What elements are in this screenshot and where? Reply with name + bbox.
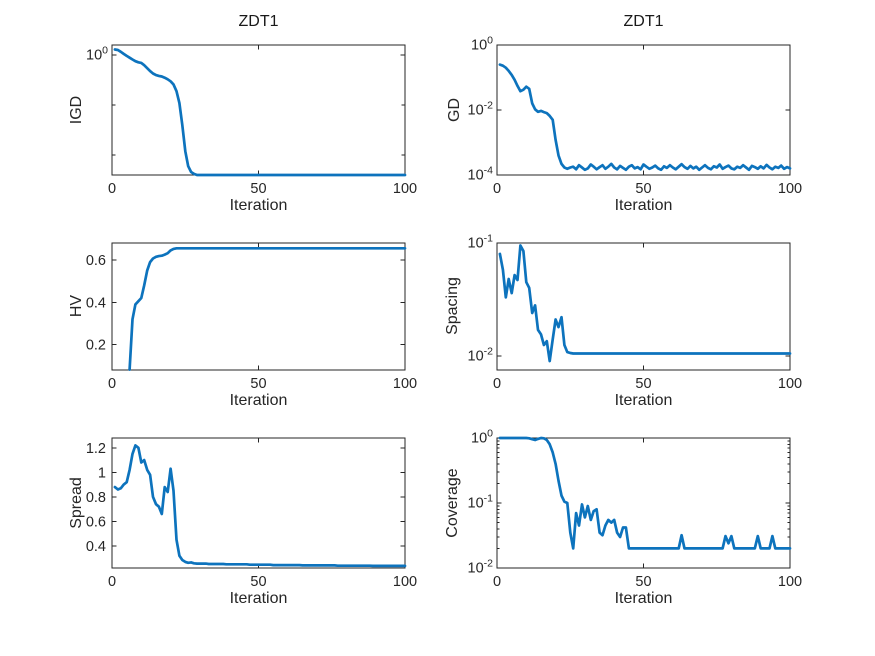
gd-x-tick-label: 50: [635, 181, 651, 197]
igd-x-tick-label: 50: [250, 181, 266, 197]
spread-y-tick-label: 0.8: [86, 490, 106, 506]
ylabel-hv: HV: [68, 294, 85, 318]
spacing-y-tick-label: 10-2: [468, 345, 494, 364]
spacing-x-tick-label: 50: [635, 376, 651, 392]
igd-axis-box: [111, 44, 406, 176]
gd-y-tick-label: 10-4: [468, 165, 494, 184]
gd-y-tick-label: 100: [471, 35, 493, 54]
igd-x-tick-label: 0: [108, 181, 116, 197]
xlabel-gd: Iteration: [614, 197, 673, 214]
spacing-y-tick-label: 10-1: [468, 233, 494, 252]
hv-x-tick-label: 100: [393, 376, 417, 392]
ylabel-spacing: Spacing: [444, 277, 461, 335]
igd-x-tick-label: 100: [393, 181, 417, 197]
igd-y-tick-label: 100: [86, 45, 108, 64]
spread-y-tick-label: 0.6: [86, 514, 106, 530]
coverage-series-line: [498, 436, 792, 550]
ylabel-igd: IGD: [68, 95, 85, 125]
coverage-y-tick-label: 100: [471, 428, 493, 447]
spread-x-tick-label: 0: [108, 574, 116, 590]
coverage-x-tick-label: 50: [635, 574, 651, 590]
hv-y-tick-label: 0.2: [86, 338, 106, 354]
gd-y-tick-label: 10-2: [468, 100, 494, 119]
spread-y-tick-label: 1: [98, 465, 106, 481]
hv-y-tick-label: 0.6: [86, 253, 106, 269]
xlabel-hv: Iteration: [229, 392, 288, 409]
coverage-y-tick-label: 10-2: [468, 558, 494, 577]
coverage-y-tick-label: 10-1: [468, 493, 494, 512]
subplot-coverage: 0 50 100 100 10-1 10-2: [468, 428, 803, 591]
spacing-series-line: [498, 244, 792, 363]
subplot-igd: 0 50 100 100: [86, 44, 417, 197]
coverage-x-tick-label: 0: [493, 574, 501, 590]
spread-series-line: [113, 444, 407, 568]
ylabel-spread: Spread: [68, 477, 85, 529]
spacing-x-tick-label: 100: [778, 376, 802, 392]
ylabel-gd: GD: [446, 98, 463, 122]
subplot-spacing: 0 50 100 10-1 10-2: [468, 233, 803, 393]
subplot-title-right: ZDT1: [623, 13, 664, 30]
hv-axis-box: [111, 242, 406, 371]
hv-x-tick-label: 0: [108, 376, 116, 392]
hv-x-tick-label: 50: [250, 376, 266, 392]
xlabel-spread: Iteration: [229, 590, 288, 607]
ylabel-coverage: Coverage: [444, 468, 461, 538]
spacing-x-tick-label: 0: [493, 376, 501, 392]
coverage-x-tick-label: 100: [778, 574, 802, 590]
subplot-title-left: ZDT1: [238, 13, 279, 30]
xlabel-spacing: Iteration: [614, 392, 673, 409]
spread-x-tick-label: 100: [393, 574, 417, 590]
xlabel-igd: Iteration: [229, 197, 288, 214]
spread-y-tick-label: 0.4: [86, 539, 106, 555]
gd-x-tick-label: 100: [778, 181, 802, 197]
hv-y-tick-label: 0.4: [86, 295, 106, 311]
gd-series-line: [498, 63, 792, 172]
hv-series-line: [128, 246, 407, 371]
gd-x-tick-label: 0: [493, 181, 501, 197]
spread-y-tick-label: 1.2: [86, 441, 106, 457]
subplot-hv: 0 50 100 0.6 0.4 0.2: [86, 242, 417, 392]
spacing-axis-box: [496, 242, 791, 371]
igd-series-line: [113, 48, 407, 177]
xlabel-coverage: Iteration: [614, 590, 673, 607]
subplot-gd: 0 50 100 100 10-2 10-4: [468, 35, 803, 198]
subplot-spread: 0 50 100 1.2 1 0.8 0.6 0.4: [86, 437, 417, 590]
spread-x-tick-label: 50: [250, 574, 266, 590]
